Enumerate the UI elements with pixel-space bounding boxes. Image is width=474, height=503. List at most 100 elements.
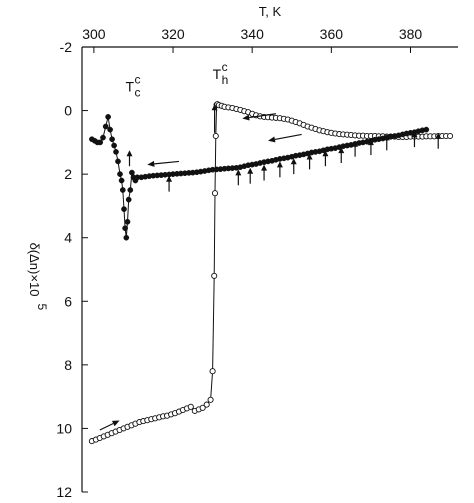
up-arrow-head [276, 161, 283, 168]
y-tick-label: 2 [64, 166, 72, 182]
data-series [88, 101, 454, 445]
annotation-subscript: h [222, 73, 229, 87]
annotation-superscript: c [222, 60, 228, 74]
axes: -2 0 2 4 6 8 10 12 300 320 340 360 380 [56, 26, 458, 500]
direction-arrow-head [242, 114, 250, 121]
y-tick-label: 6 [64, 293, 72, 309]
x-tick-label: 320 [161, 26, 185, 42]
data-point [115, 158, 121, 165]
annotation-subscript: c [134, 86, 140, 100]
data-point [111, 142, 117, 149]
up-arrow-head [338, 147, 345, 154]
data-point [423, 126, 430, 133]
up-arrow [211, 104, 218, 133]
up-arrow-head [126, 150, 133, 157]
direction-arrow-shaft [99, 422, 114, 431]
direction-arrow-shaft [249, 113, 277, 119]
up-arrow-head [247, 167, 254, 174]
data-point [119, 187, 126, 193]
data-point [107, 126, 113, 133]
data-point [211, 190, 219, 197]
data-point [105, 114, 111, 120]
direction-arrow-shaft [274, 133, 302, 141]
up-arrow-head [306, 153, 313, 160]
y-axis-label-superscript: 5 [35, 304, 49, 311]
up-arrow [290, 158, 297, 175]
up-arrow-head [383, 134, 390, 141]
data-point [211, 272, 218, 279]
annotation-text: T [213, 66, 222, 82]
y-tick-label: 4 [64, 230, 72, 246]
up-arrow [126, 150, 133, 167]
data-point [100, 134, 106, 141]
annotation-text: T [125, 79, 134, 95]
up-arrow-head [435, 132, 442, 139]
direction-arrow-head [147, 160, 155, 167]
x-tick-label: 360 [320, 26, 344, 42]
y-tick-label: 10 [56, 420, 72, 436]
data-point [118, 177, 125, 184]
up-arrow [367, 139, 374, 156]
up-arrow [306, 153, 313, 170]
up-arrow-head [166, 175, 173, 182]
data-point [102, 123, 109, 130]
up-arrow [247, 167, 254, 184]
up-arrow-head [261, 164, 268, 171]
data-point [122, 225, 128, 232]
data-point [123, 234, 130, 241]
series-1 [88, 101, 454, 445]
direction-arrow-shaft [154, 160, 180, 165]
direction-arrow-head [268, 136, 276, 143]
x-tick-label: 300 [82, 26, 106, 42]
data-point [124, 218, 131, 225]
up-arrow-head [211, 104, 218, 111]
data-point [212, 132, 219, 140]
data-point [117, 171, 123, 177]
up-arrow [235, 169, 242, 186]
y-tick-label: 0 [64, 103, 72, 119]
up-arrow [166, 175, 173, 192]
direction-arrow [242, 113, 277, 121]
data-point [127, 187, 134, 193]
y-tick-label: 8 [64, 357, 72, 373]
up-arrow-head [411, 131, 418, 138]
up-arrow [338, 147, 345, 164]
up-arrow [261, 164, 268, 181]
data-point [121, 206, 127, 212]
series-line [91, 103, 451, 442]
x-axis-label: T, K [259, 4, 282, 19]
data-point [207, 396, 214, 403]
up-arrow-head [367, 139, 374, 146]
y-tick-label: 12 [56, 484, 72, 500]
data-point [129, 169, 135, 176]
up-arrow [352, 140, 359, 157]
data-point [125, 196, 132, 203]
up-arrow [383, 134, 390, 151]
y-tick-label: -2 [60, 39, 73, 55]
up-arrow [322, 150, 329, 167]
up-arrow-head [352, 140, 359, 147]
data-point [199, 404, 206, 411]
direction-arrow [99, 420, 120, 431]
direction-arrow [147, 160, 180, 167]
up-arrow [435, 132, 442, 149]
x-tick-label: 340 [241, 26, 265, 42]
direction-arrow [268, 133, 302, 143]
direction-arrow-head [111, 420, 120, 427]
y-axis-label-text: δ(Δn)×10 [27, 243, 42, 297]
data-point [187, 403, 194, 410]
data-point [447, 132, 454, 140]
up-arrow-head [235, 169, 242, 176]
data-point [109, 136, 115, 143]
series-2 [89, 114, 430, 241]
data-point [203, 401, 210, 408]
x-tick-label: 380 [399, 26, 423, 42]
marker-arrows [99, 104, 442, 431]
data-point [209, 368, 216, 375]
up-arrow [411, 131, 418, 148]
data-point [113, 149, 119, 155]
up-arrow-head [322, 150, 329, 157]
